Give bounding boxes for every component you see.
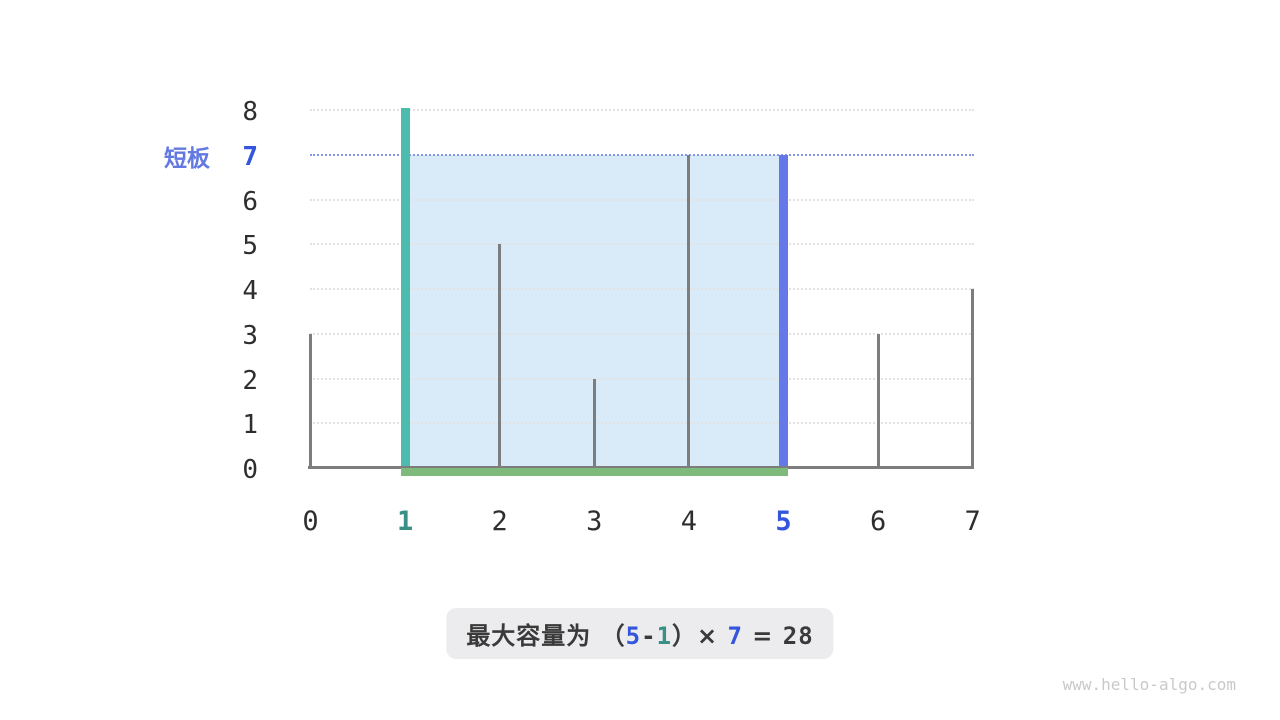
right-pointer-bar — [779, 154, 788, 468]
gridline — [310, 243, 974, 246]
x-tick-label-6: 6 — [869, 506, 887, 537]
bar-x6 — [876, 333, 880, 468]
caption-part: 28 — [782, 622, 814, 650]
bar-x7 — [971, 289, 975, 468]
gridline — [310, 377, 974, 380]
x-tick-label-7: 7 — [964, 506, 981, 537]
short-board-label: 短板 — [164, 146, 210, 172]
y-tick-label-5: 5 — [242, 231, 258, 262]
caption-part: ）× — [672, 622, 728, 650]
y-tick-label-0: 0 — [242, 455, 258, 485]
x-tick-label-0: 0 — [302, 506, 319, 537]
x-tick-label-4: 4 — [680, 506, 698, 537]
y-tick-label-7: 7 — [242, 141, 258, 172]
x-axis-line — [308, 466, 974, 469]
y-tick-label-2: 2 — [242, 365, 258, 396]
short-board-line — [310, 153, 974, 156]
x-tick-label-2: 2 — [491, 506, 508, 537]
x-tick-label-1: 1 — [396, 506, 414, 537]
caption-part: 7 — [727, 622, 743, 650]
caption-part: = — [742, 622, 783, 650]
y-tick-label-1: 1 — [242, 410, 258, 441]
caption-part: 1 — [656, 622, 673, 650]
caption-formula: 最大容量为 （5-1）× 7 = 28 — [466, 622, 813, 650]
y-tick-label-6: 6 — [242, 186, 258, 217]
gridline — [310, 198, 974, 201]
y-tick-label-3: 3 — [242, 320, 258, 351]
caption-part: - — [641, 622, 657, 650]
y-tick-label-8: 8 — [242, 97, 258, 127]
watermark-text: www.hello-algo.com — [1062, 675, 1236, 694]
bar-x4 — [687, 154, 691, 468]
bar-x0 — [309, 333, 312, 468]
caption-part: 最大容量为 （ — [466, 622, 626, 650]
bar-x2 — [498, 244, 502, 468]
y-tick-label-4: 4 — [242, 276, 258, 306]
caption-part: 5 — [625, 622, 642, 650]
gridline — [310, 109, 974, 111]
gridline — [310, 422, 974, 425]
x-tick-label-3: 3 — [586, 506, 603, 537]
bar-x3 — [592, 378, 596, 468]
width-line — [400, 468, 788, 476]
x-tick-label-5: 5 — [775, 506, 792, 537]
caption-box: 最大容量为 （5-1）× 7 = 28 — [446, 608, 834, 659]
gridline — [310, 288, 974, 290]
left-pointer-bar — [400, 108, 410, 468]
gridline — [310, 332, 974, 335]
